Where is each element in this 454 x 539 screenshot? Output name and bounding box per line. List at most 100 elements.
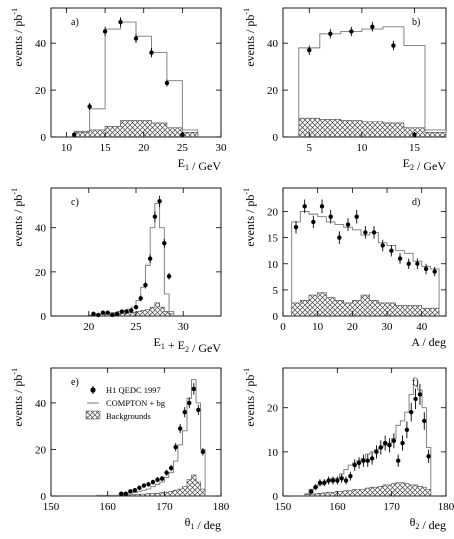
bg-bar [164, 311, 170, 316]
bg-bar [326, 297, 336, 316]
bg-bar [145, 309, 151, 316]
data-point [395, 458, 401, 463]
data-point [141, 483, 147, 488]
data-point [352, 462, 357, 468]
bg-bar [365, 488, 370, 496]
y-tick-label: 20 [267, 85, 279, 97]
legend-data-label: H1 QEDC 1997 [106, 385, 161, 395]
x-axis-title: E1 + E2 / GeV [154, 335, 222, 355]
data-point [196, 407, 201, 413]
bg-bar [131, 312, 136, 316]
panel-e: 150 160 170 180 0 20 40 e) θ1 / deg events / pb-1 [10, 367, 230, 532]
data-point [432, 269, 437, 274]
y-tick-label: 20 [267, 207, 279, 219]
panel-f: 150 160 170 180 0 10 20 f) θ2 / deg events / pb-1 [242, 367, 454, 532]
data-point [422, 418, 427, 424]
data-point [71, 132, 77, 137]
y-tick-label: 40 [267, 38, 279, 50]
bg-bar [378, 302, 388, 316]
bg-bar [369, 300, 379, 316]
data-point [387, 443, 392, 448]
bg-bar [339, 491, 344, 496]
x-tick-label: 30 [382, 321, 394, 333]
data-point [417, 392, 423, 397]
data-point [147, 256, 153, 261]
data-point [191, 386, 196, 392]
data-point [118, 19, 123, 25]
x-tick-label: 10 [312, 321, 324, 333]
x-tick-label: 30 [216, 142, 228, 154]
data-point [168, 465, 174, 471]
data-point [307, 48, 312, 53]
x-tick-label: 170 [156, 501, 173, 513]
bg-bar [319, 119, 341, 137]
data-point [415, 261, 420, 266]
bg-bar [200, 489, 206, 496]
x-tick-label: 20 [347, 321, 359, 333]
y-tick-label: 10 [267, 447, 279, 459]
y-tick-label: 20 [35, 267, 47, 279]
bg-bar [150, 307, 155, 316]
bg-bar [309, 494, 314, 496]
bg-bar [317, 493, 323, 496]
legend: H1 QEDC 1997 COMPTON + bg Backgrounds [85, 385, 166, 421]
data-point [96, 312, 101, 318]
bg-outline [291, 292, 440, 316]
data-point [110, 312, 115, 318]
bg-bar [182, 132, 198, 137]
mc-histogram [88, 202, 175, 316]
data-point [397, 256, 403, 261]
x-tick-label: 25 [131, 321, 143, 333]
panel-label: e) [71, 377, 79, 388]
y-tick-label: 10 [267, 259, 279, 271]
data-point [119, 309, 125, 314]
bg-bar [164, 492, 169, 496]
bg-bar [361, 295, 370, 316]
data-point [162, 240, 167, 246]
panel-d: 0 10 20 30 40 0 5 10 15 20 d) A / deg events / pb-1 [242, 187, 447, 349]
data-point [409, 409, 414, 415]
data-point [87, 104, 92, 109]
legend-mc-label: COMPTON + bg [106, 398, 166, 408]
data-point [374, 449, 379, 455]
panel-label: a) [71, 17, 79, 28]
bg-bar [177, 489, 183, 496]
x-axis-title: E1 / GeV [178, 156, 222, 173]
bg-bar [151, 122, 167, 137]
data-point [382, 440, 388, 446]
data-point [326, 478, 331, 483]
bg-bar [369, 487, 375, 496]
y-tick-label: 0 [273, 132, 279, 144]
bg-bar [391, 483, 397, 496]
x-tick-label: 5 [307, 142, 313, 154]
data-point [137, 485, 142, 491]
bg-bar [166, 127, 183, 137]
data-point [150, 479, 156, 485]
bg-bar [424, 132, 446, 137]
x-axis-title: E2 / GeV [403, 156, 447, 173]
data-point [371, 230, 377, 235]
bg-bar [330, 492, 336, 496]
y-tick-label: 15 [267, 233, 279, 245]
bg-bar [304, 494, 310, 496]
legend-bg-swatch [85, 410, 101, 420]
data-point [369, 456, 375, 461]
data-point [152, 214, 158, 219]
bg-bar [159, 307, 165, 316]
bg-bar [136, 311, 141, 316]
data-point [133, 36, 139, 41]
bg-bar [173, 490, 178, 496]
y-tick-label: 0 [273, 491, 279, 503]
data-point [133, 304, 139, 310]
bg-bar [352, 489, 357, 496]
bg-bar [404, 483, 410, 496]
x-tick-label: 15 [100, 142, 112, 154]
x-tick-label: 160 [329, 501, 346, 513]
bg-bar [120, 120, 136, 137]
x-axis-title: θ1 / deg [185, 515, 221, 532]
plot-frame [282, 367, 447, 497]
data-point [319, 204, 325, 209]
bg-bar [348, 490, 353, 496]
bg-bar [309, 295, 318, 316]
